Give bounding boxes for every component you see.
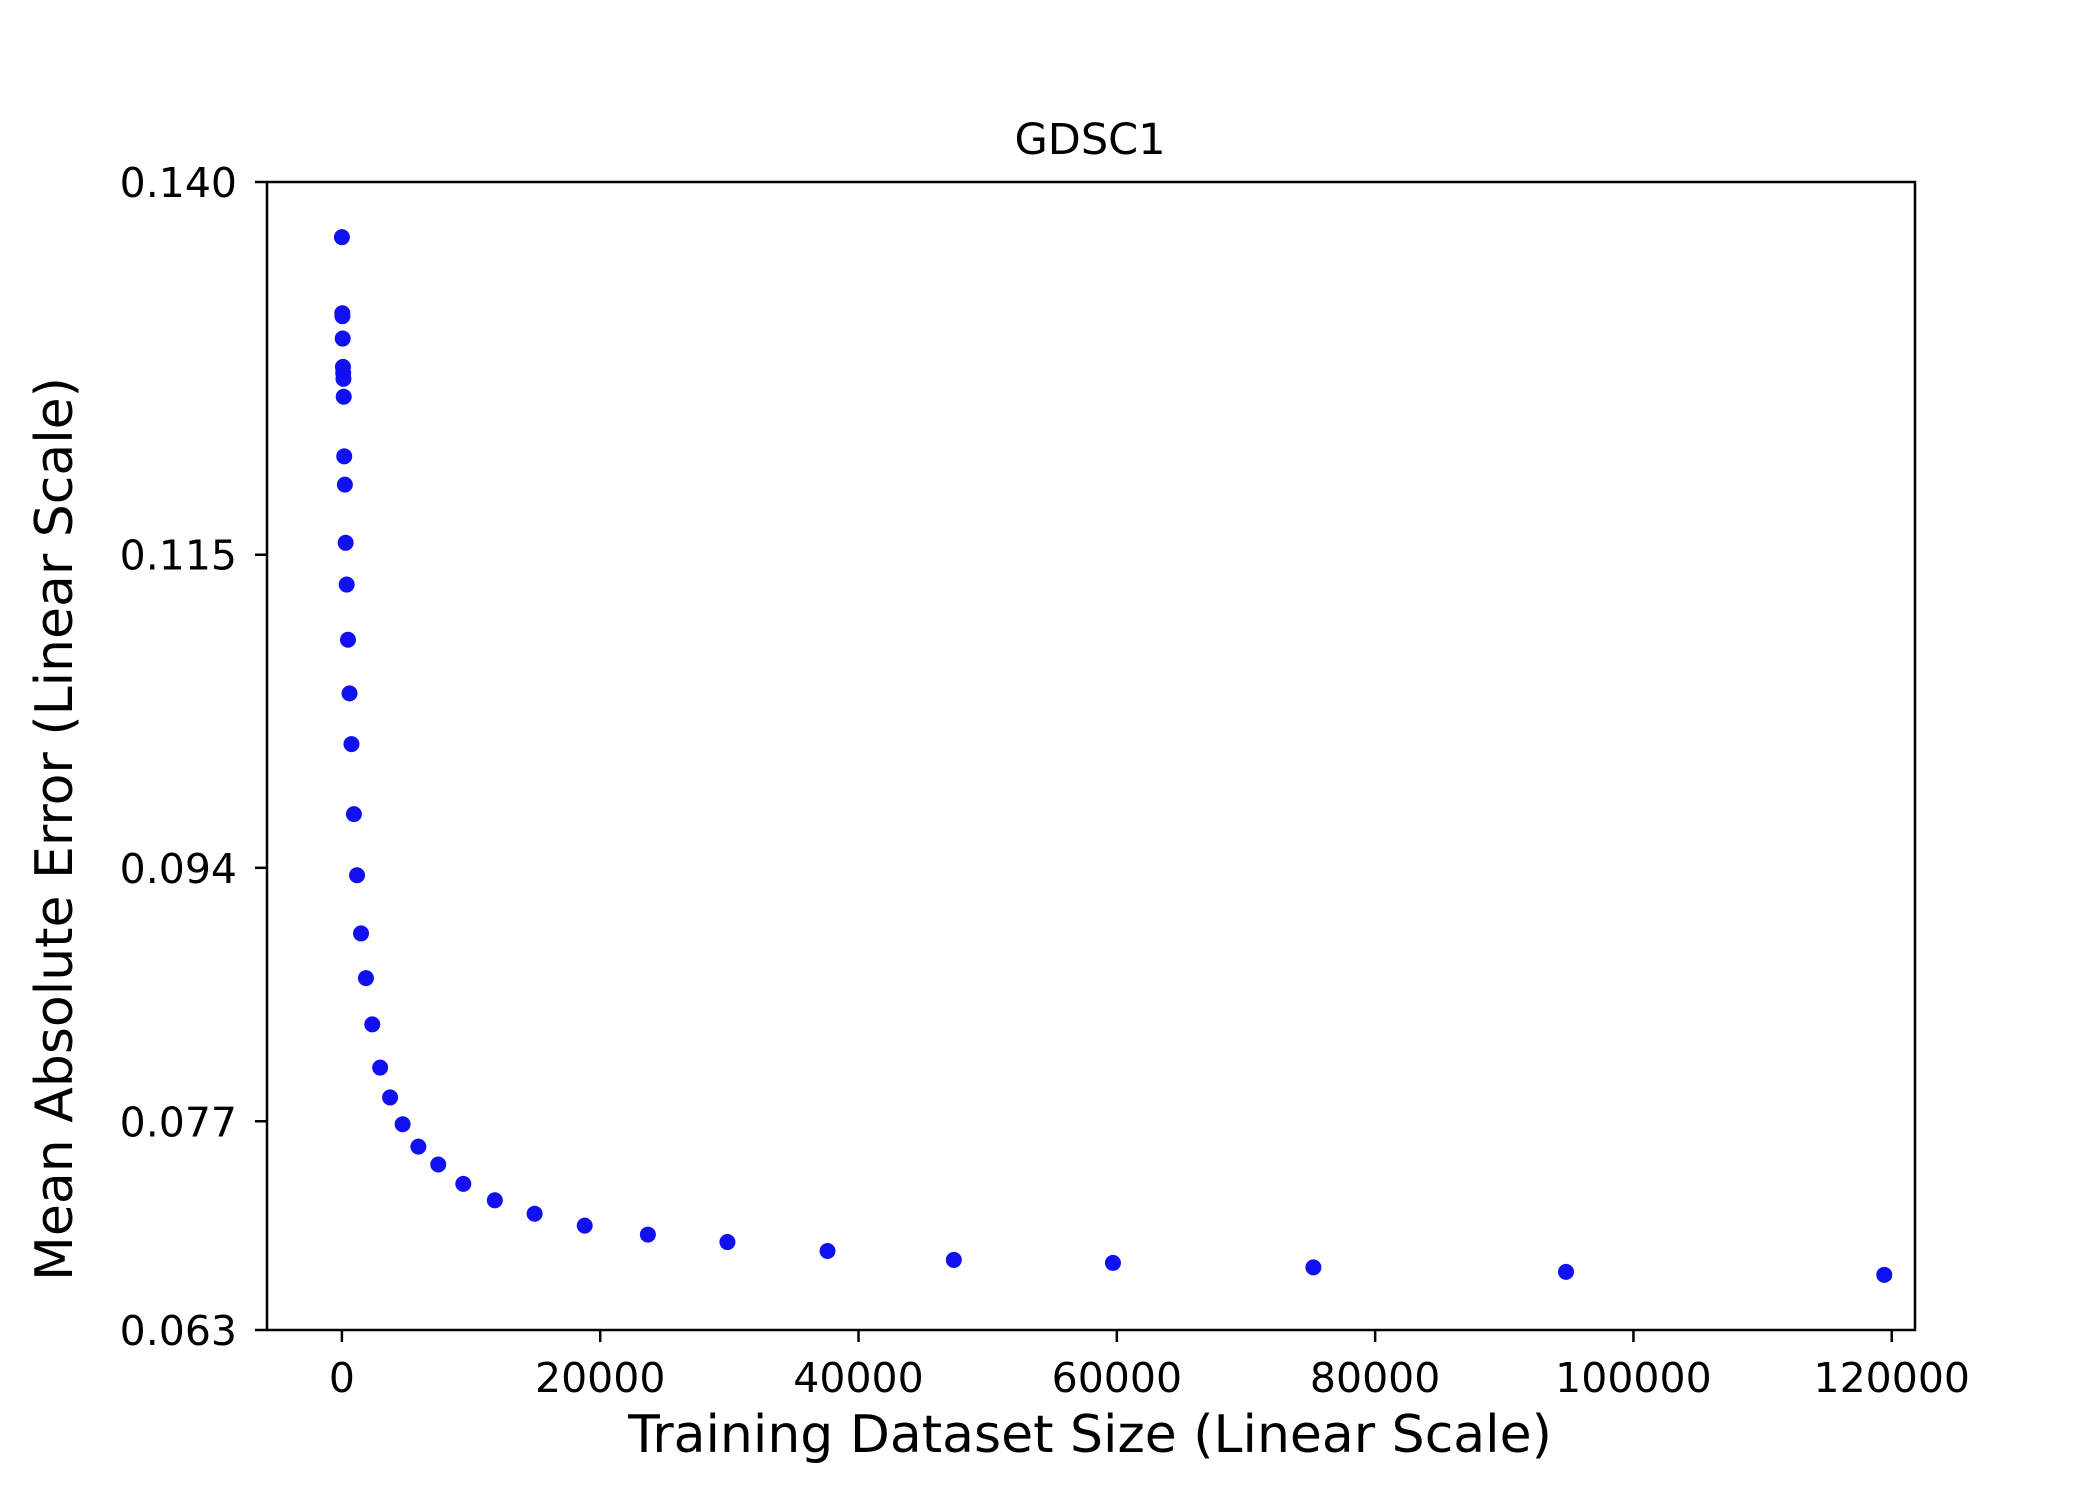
x-axis-label: Training Dataset Size (Linear Scale) [627,1405,1552,1465]
data-point [639,1226,656,1243]
data-point [353,925,370,942]
data-point [455,1175,472,1192]
data-point [333,229,350,246]
data-point [945,1251,962,1268]
y-tick-label: 0.115 [120,532,237,580]
x-tick-label: 40000 [793,1354,923,1402]
data-point [336,476,353,493]
data-point [576,1217,593,1234]
x-tick-label: 80000 [1310,1354,1440,1402]
x-tick-label: 60000 [1052,1354,1182,1402]
data-point [486,1192,503,1209]
data-point [394,1116,411,1133]
data-point [337,534,354,551]
data-point [343,736,360,753]
data-point [335,370,352,387]
data-point [1876,1266,1893,1283]
y-axis-label: Mean Absolute Error (Linear Scale) [25,377,85,1281]
data-point [430,1156,447,1173]
data-point [349,867,366,884]
data-point [372,1059,389,1076]
data-point [335,388,352,405]
data-point [345,806,362,823]
plot-area-frame [265,180,1917,1332]
data-point [1558,1263,1575,1280]
x-tick-label: 120000 [1813,1354,1970,1402]
ticks-layer: 0 20000 40000 60000 80000 100000 120000 0.063 0.… [120,159,1970,1402]
x-tick-label: 100000 [1555,1354,1712,1402]
data-point [339,631,356,648]
data-point [526,1205,543,1222]
y-tick-label: 0.140 [120,159,237,207]
y-tick-label: 0.094 [120,845,237,893]
x-tick-label: 0 [329,1354,355,1402]
data-point [410,1138,427,1155]
data-point [334,308,351,325]
data-point [382,1089,399,1106]
data-point [336,448,353,465]
data-point [719,1234,736,1251]
x-tick-label: 20000 [535,1354,665,1402]
data-point [357,970,374,987]
data-point [1104,1254,1121,1271]
y-tick-label: 0.063 [120,1307,237,1355]
points-layer [333,229,1893,1283]
data-point [338,576,355,593]
data-point [341,685,358,702]
data-point [364,1016,381,1033]
chart-title: GDSC1 [1014,115,1165,165]
data-point [334,330,351,347]
data-point [819,1242,836,1259]
y-tick-label: 0.077 [120,1098,237,1146]
data-point [1305,1259,1322,1276]
